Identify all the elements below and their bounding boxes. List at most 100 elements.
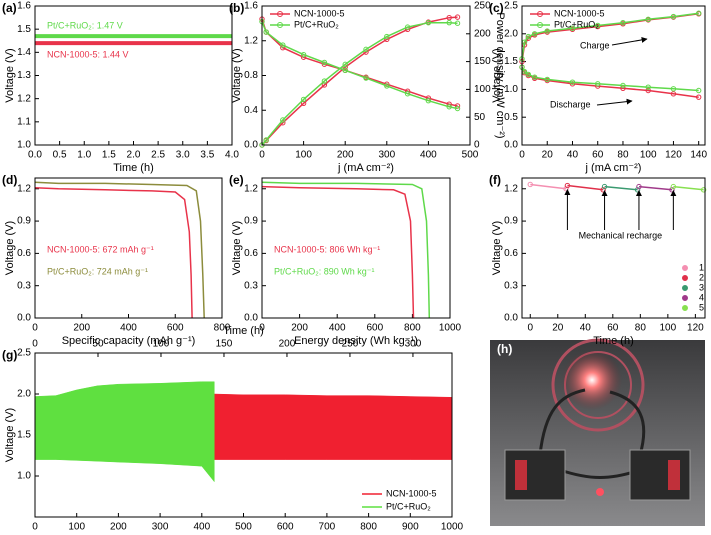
y-tick-label: 0.0 [17, 313, 31, 324]
y-axis-label: Voltage (V) [491, 48, 503, 102]
x-tick-label: 40 [567, 150, 579, 161]
discharge-line [521, 66, 699, 98]
marker [525, 71, 532, 78]
x-tick-label: 200 [73, 323, 90, 334]
x2-tick-label: 300 [405, 339, 422, 350]
x-tick-label: 1000 [439, 323, 462, 334]
marker [620, 82, 626, 89]
y-tick-label: 1.5 [504, 56, 518, 67]
voltage-line [261, 18, 458, 107]
panel-label: (d) [2, 173, 17, 187]
x-tick-label: 100 [660, 323, 677, 334]
x-tick-label: 400 [329, 323, 346, 334]
legend-label: NCN-1000-5 [294, 8, 345, 18]
y-tick-label: 1.6 [244, 1, 258, 12]
y2-tick-label: 250 [474, 1, 491, 12]
x-tick-label: 1.5 [102, 150, 116, 161]
marker [425, 97, 432, 104]
marker [700, 187, 707, 193]
y-tick-label: 1.2 [504, 183, 518, 194]
legend-marker [277, 11, 283, 17]
legend-label: 3 [699, 282, 704, 292]
marker [544, 28, 550, 34]
y-tick-label: 0.3 [17, 280, 31, 291]
x-tick-label: 500 [235, 522, 252, 533]
x-tick-label: 2.0 [127, 150, 141, 161]
plot-frame [521, 5, 706, 146]
photo: (h) [490, 338, 705, 526]
x-tick-label: 100 [640, 150, 657, 161]
panel-label: (e) [229, 173, 244, 187]
annotation: Pt/C+RuO₂: 890 Wh kg⁻¹ [274, 266, 375, 276]
x-axis-label: Specific capacity (mAh g⁻¹) [62, 335, 196, 347]
marker [342, 67, 348, 73]
y-tick-label: 1.1 [17, 116, 31, 127]
panel-label: (f) [489, 173, 501, 187]
y-axis-label: Voltage (V) [491, 221, 503, 275]
marker [454, 14, 461, 20]
x-tick-label: 3.0 [176, 150, 190, 161]
x2-tick-label: 0 [32, 339, 38, 350]
x-tick-label: 0.5 [53, 150, 67, 161]
x-tick-label: 20 [552, 323, 564, 334]
y-tick-label: 0.0 [504, 313, 518, 324]
x-tick-label: 0.0 [28, 150, 42, 161]
legend-label: 2 [699, 272, 704, 282]
y-tick-label: 0.6 [244, 248, 258, 259]
x-tick-label: 1.0 [77, 150, 91, 161]
marker [569, 79, 576, 85]
x2-tick-label: 50 [92, 339, 104, 350]
y-tick-label: 0.8 [244, 70, 258, 81]
annotation: Pt/C+RuO₂: 724 mAh g⁻¹ [47, 266, 148, 276]
line [530, 183, 567, 190]
y-axis-label: Voltage (V) [4, 408, 16, 462]
y-axis-label: Voltage (V) [4, 221, 16, 275]
y-tick-label: 1.0 [17, 471, 31, 482]
y2-tick-label: 0 [474, 140, 480, 151]
line [567, 184, 604, 191]
y-tick-label: 0.6 [504, 248, 518, 259]
x-tick-label: 800 [404, 323, 421, 334]
charge-line [521, 12, 699, 59]
battery-right [629, 449, 691, 501]
marker [446, 19, 452, 26]
electrode [668, 460, 680, 490]
legend-marker [682, 285, 688, 291]
x-tick-label: 100 [68, 522, 85, 533]
discharge-line [521, 66, 699, 92]
power-line [261, 21, 458, 146]
y-tick-label: 1.0 [17, 140, 31, 151]
arrow [611, 36, 648, 46]
marker [695, 94, 702, 100]
annotation: NCN-1000-5: 1.44 V [47, 49, 129, 59]
panel-label: (g) [2, 348, 17, 362]
power-line [261, 16, 458, 146]
x-tick-label: 600 [366, 323, 383, 334]
legend-label: 5 [699, 302, 704, 312]
legend-label: NCN-1000-5 [554, 8, 605, 18]
x-tick-label: 80 [617, 150, 629, 161]
marker [404, 24, 411, 30]
y-axis-label: Voltage (V) [231, 48, 243, 102]
y-tick-label: 0.0 [504, 140, 518, 151]
x2-axis-label: Time (h) [223, 325, 264, 337]
panel-label: (h) [497, 342, 512, 356]
x-tick-label: 80 [635, 323, 647, 334]
annotation: Pt/C+RuO₂: 1.47 V [47, 20, 123, 30]
legend-marker [682, 305, 688, 311]
marker [531, 74, 538, 80]
y-tick-label: 2.5 [504, 1, 518, 12]
y2-tick-label: 150 [474, 56, 491, 67]
legend-marker [682, 295, 688, 301]
y-tick-label: 0.5 [504, 112, 518, 123]
x-tick-label: 300 [152, 522, 169, 533]
legend-marker [682, 265, 688, 271]
x-tick-label: 3.5 [200, 150, 214, 161]
led-glow [562, 350, 622, 410]
marker [300, 96, 307, 103]
y-tick-label: 0.4 [244, 105, 258, 116]
y-tick-label: 2.0 [17, 389, 31, 400]
x-tick-label: 0 [527, 323, 533, 334]
y-tick-label: 0.0 [244, 313, 258, 324]
y-axis-label: Voltage (V) [231, 221, 243, 275]
